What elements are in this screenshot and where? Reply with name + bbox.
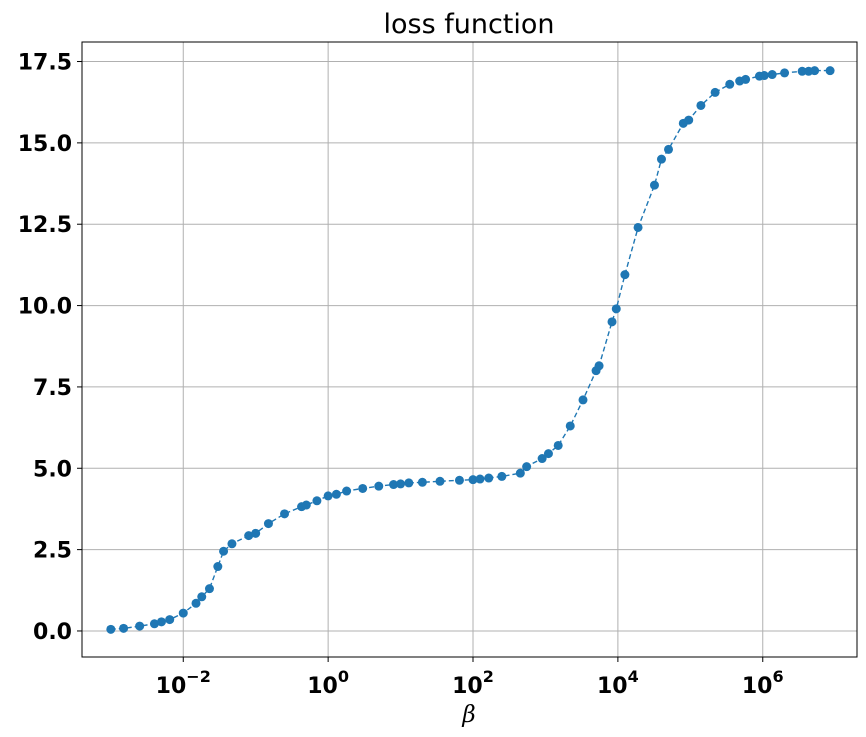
data-point: [656, 154, 666, 164]
data-point: [664, 144, 674, 154]
data-point: [684, 115, 694, 125]
y-tick-label: 0.0: [33, 620, 72, 645]
x-tick-base: 10: [597, 674, 628, 699]
data-point: [537, 454, 547, 464]
data-point: [553, 440, 563, 450]
data-point: [484, 473, 494, 483]
data-point: [280, 509, 290, 519]
data-point: [149, 619, 159, 629]
y-tick-label: 15.0: [18, 132, 72, 157]
data-point: [578, 395, 588, 405]
data-point: [522, 462, 532, 472]
data-point: [263, 519, 273, 529]
data-point: [204, 584, 214, 594]
data-point: [119, 623, 129, 633]
axis-ticks: 0.02.55.07.510.012.515.017.510−2 100 102 10…: [18, 51, 784, 699]
data-point: [219, 546, 229, 556]
data-point: [475, 474, 485, 484]
data-point: [301, 500, 311, 510]
x-tick-label: 106: [742, 667, 784, 699]
chart-title: loss function: [383, 9, 554, 40]
data-point: [358, 483, 368, 493]
y-tick-label: 7.5: [33, 376, 72, 401]
data-point: [312, 496, 322, 506]
data-point: [797, 66, 807, 76]
x-tick-base: 10: [742, 674, 773, 699]
x-axis-label: β: [461, 702, 475, 728]
x-tick-label: 104: [597, 667, 639, 699]
y-tick-label: 17.5: [18, 51, 72, 76]
plot-frame: [81, 41, 858, 658]
x-tick-base: 10: [452, 674, 483, 699]
y-tick-label: 12.5: [18, 213, 72, 238]
data-point: [435, 476, 445, 486]
data-point: [213, 562, 223, 572]
data-point: [197, 592, 207, 602]
data-point: [767, 70, 777, 80]
data-point: [649, 180, 659, 190]
data-point: [468, 475, 478, 485]
x-tick-label: 100: [307, 667, 349, 699]
data-point: [543, 449, 553, 459]
data-point: [417, 477, 427, 487]
data-point: [780, 68, 790, 78]
series-layer: [106, 66, 835, 634]
data-point: [389, 480, 399, 490]
data-point: [594, 361, 604, 371]
data-point: [178, 608, 188, 618]
data-point: [156, 617, 166, 627]
x-tick-exponent: 2: [483, 667, 494, 686]
data-point: [374, 481, 384, 491]
data-point: [607, 317, 617, 327]
data-point: [515, 468, 525, 478]
data-point: [191, 598, 201, 608]
data-point: [342, 486, 352, 496]
data-point: [331, 489, 341, 499]
x-tick-exponent: 0: [338, 667, 349, 686]
x-tick-base: 10: [307, 674, 338, 699]
y-tick-label: 10.0: [18, 295, 72, 320]
data-point: [725, 79, 735, 89]
data-point: [251, 528, 261, 538]
x-tick-base: 10: [156, 674, 187, 699]
data-point: [106, 624, 116, 634]
y-tick-label: 2.5: [33, 539, 72, 564]
data-point: [710, 87, 720, 97]
data-point: [244, 531, 254, 541]
data-point: [759, 71, 769, 81]
x-tick-exponent: 6: [772, 667, 783, 686]
data-point: [611, 304, 621, 314]
data-point: [565, 421, 575, 431]
x-tick-label: 102: [452, 667, 494, 699]
grid-lines: [82, 42, 857, 657]
x-tick-exponent: 4: [628, 667, 639, 686]
data-point: [620, 270, 630, 280]
data-point: [696, 100, 706, 110]
series-line: [110, 69, 831, 630]
x-tick-label: 10−2: [156, 667, 211, 699]
data-point: [323, 491, 333, 501]
x-tick-exponent: −2: [186, 667, 211, 686]
data-point: [741, 74, 751, 84]
data-point: [633, 222, 643, 232]
data-point: [396, 479, 406, 489]
data-point: [810, 66, 820, 76]
data-point: [404, 478, 414, 488]
data-point: [227, 539, 237, 549]
data-point: [165, 615, 175, 625]
data-point: [497, 471, 507, 481]
data-point: [135, 621, 145, 631]
data-point: [825, 66, 835, 76]
data-point: [454, 475, 464, 485]
y-tick-label: 5.0: [33, 457, 72, 482]
